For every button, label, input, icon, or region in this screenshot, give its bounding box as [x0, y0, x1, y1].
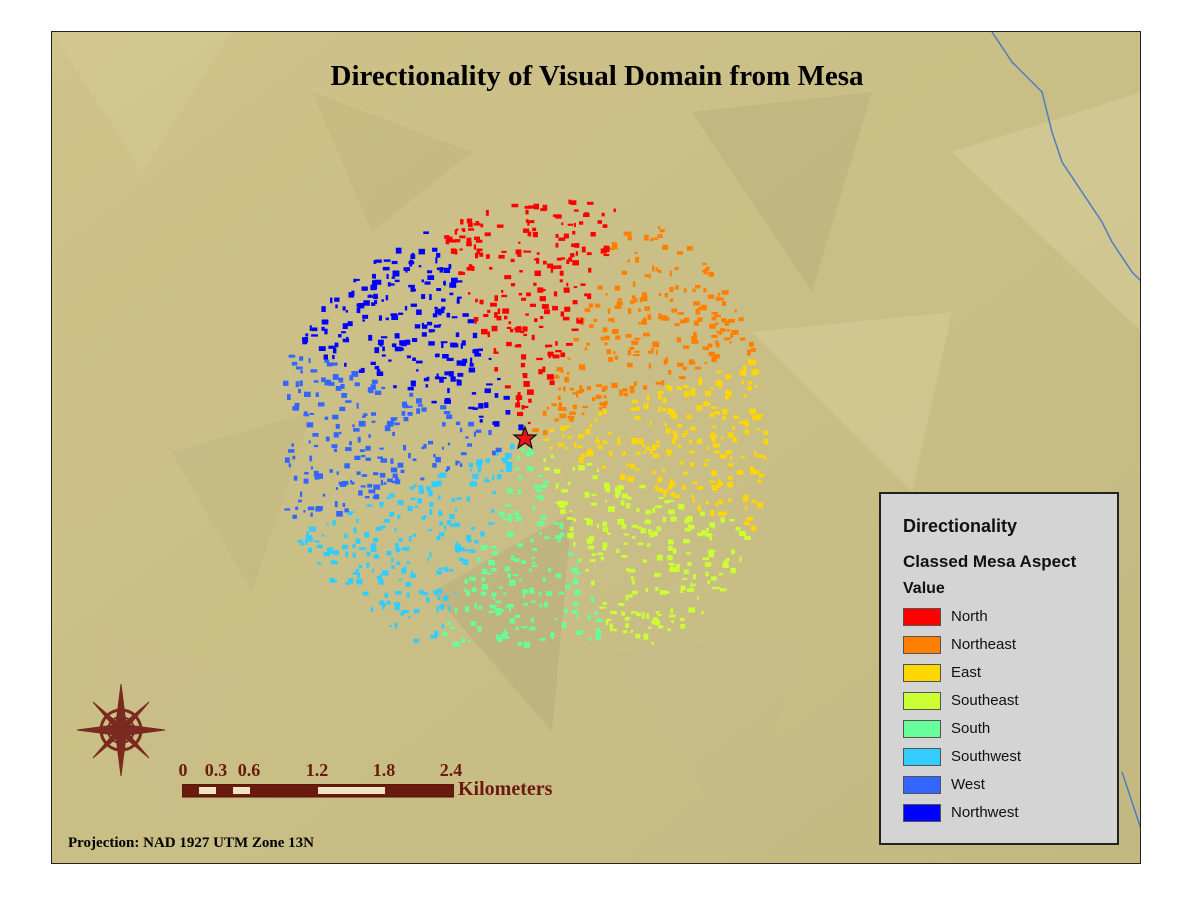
- observer-star-icon: [512, 425, 538, 450]
- scale-bar: 0 0.3 0.6 1.2 1.8 2.4 Kilometers: [178, 760, 600, 810]
- scale-tick: 2.4: [439, 760, 463, 780]
- legend-swatch: [903, 748, 941, 766]
- legend-swatch: [903, 720, 941, 738]
- legend-title: Directionality: [903, 516, 1018, 536]
- map-frame: Directionality of Visual Domain from Mes…: [51, 31, 1141, 864]
- scale-tick: 1.8: [372, 760, 396, 780]
- legend-label: Southeast: [951, 692, 1019, 709]
- legend-label: Northeast: [951, 636, 1017, 653]
- scale-tick: 1.2: [305, 760, 329, 780]
- legend-label: North: [951, 608, 988, 625]
- legend-field-name: Value: [903, 580, 945, 597]
- viewshed-layer: [283, 199, 769, 648]
- legend-swatch: [903, 776, 941, 794]
- scale-tick: 0.6: [237, 760, 261, 780]
- terrain-basemap: [52, 32, 1140, 863]
- legend-label: Northwest: [951, 804, 1019, 821]
- legend-swatch: [903, 636, 941, 654]
- legend-panel: Directionality Classed Mesa Aspect Value…: [879, 492, 1119, 845]
- legend-layer-name: Classed Mesa Aspect: [903, 552, 1077, 571]
- legend-swatch: [903, 692, 941, 710]
- legend-label: Southwest: [951, 748, 1022, 765]
- scale-tick: 0: [178, 760, 188, 780]
- legend-swatch: [903, 664, 941, 682]
- legend-label: East: [951, 664, 982, 681]
- compass-rose-icon: [76, 682, 166, 778]
- legend-label: South: [951, 720, 991, 737]
- scale-tick: 0.3: [204, 760, 228, 780]
- legend-label: West: [951, 776, 985, 793]
- scale-bar-segments: [182, 784, 454, 798]
- projection-note: Projection: NAD 1927 UTM Zone 13N: [68, 835, 314, 851]
- scale-unit-label: Kilometers: [458, 778, 553, 800]
- map-title: Directionality of Visual Domain from Mes…: [330, 60, 864, 92]
- legend-swatch: [903, 804, 941, 822]
- legend-swatch: [903, 608, 941, 626]
